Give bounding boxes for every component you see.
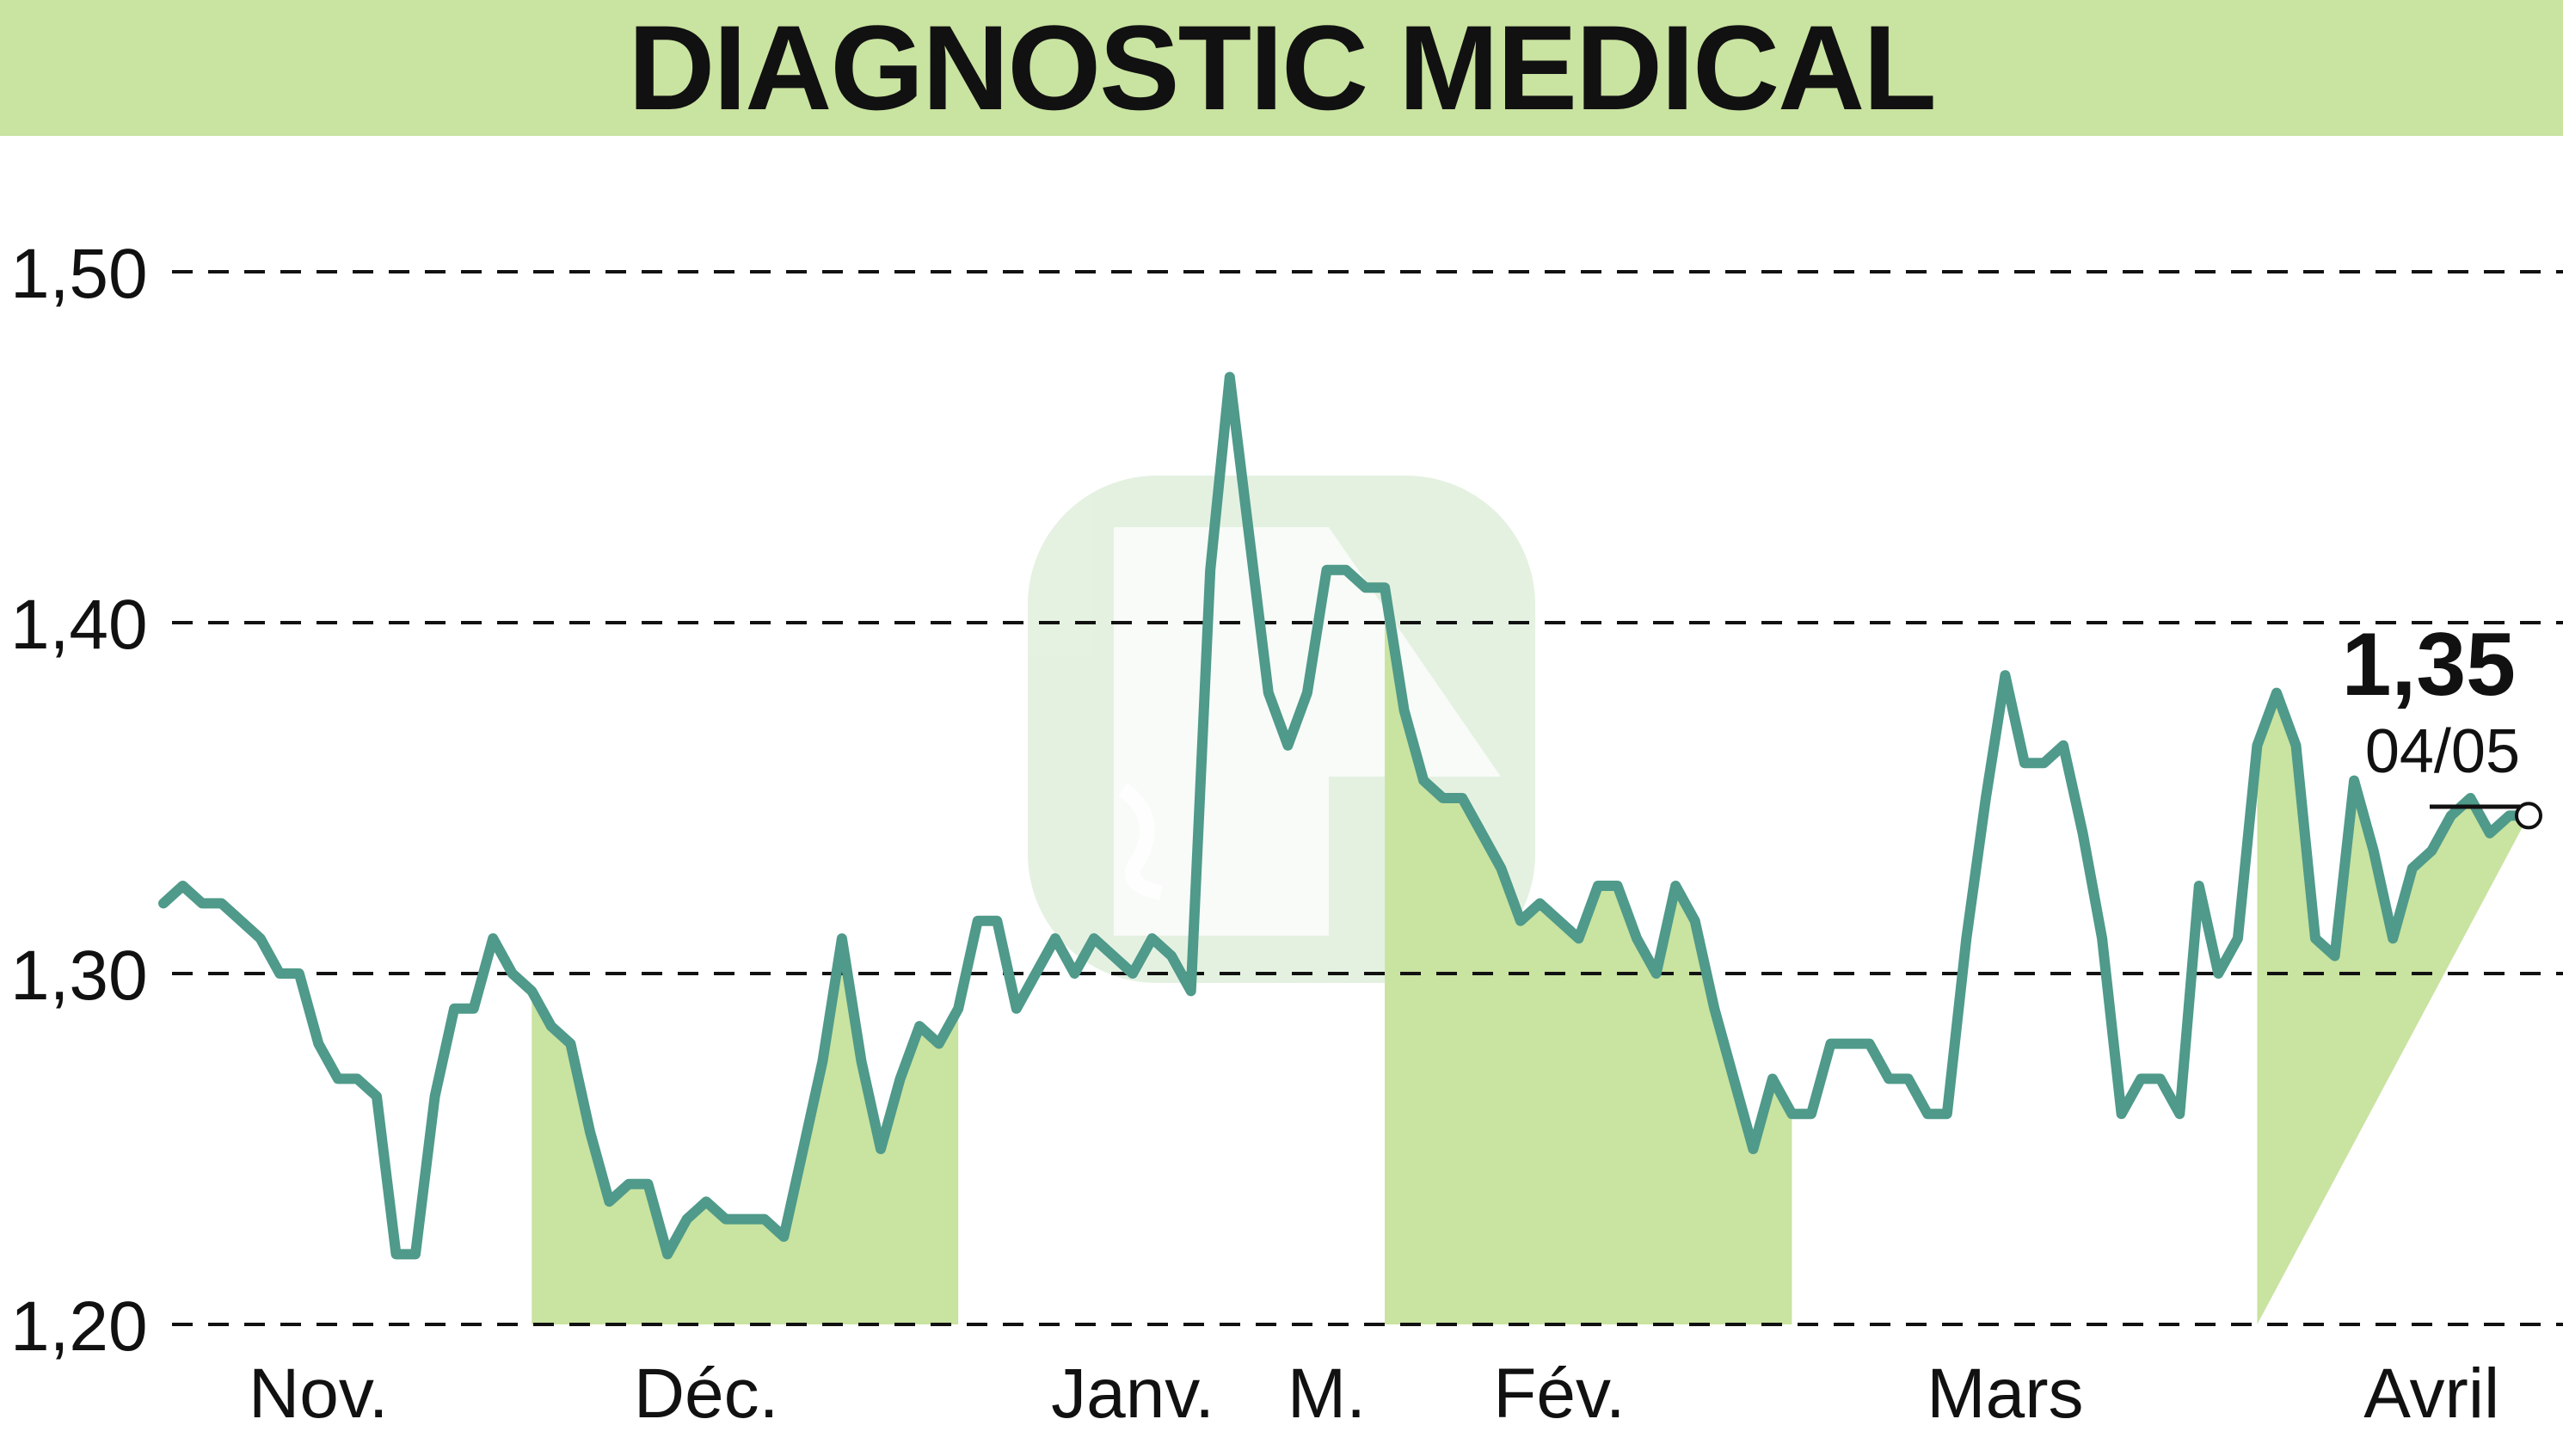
shaded-periods: [532, 587, 2529, 1324]
y-tick-label: 1,30: [10, 937, 148, 1015]
x-tick-label: Mars: [1927, 1355, 2083, 1433]
stock-chart: 1,50 1,40 1,30 1,20 Nov. Déc. Janv. M. Fév. Mars…: [10, 235, 2563, 1433]
title-bar: [0, 0, 2563, 136]
x-tick-label: Nov.: [249, 1355, 389, 1433]
last-value-marker: 1,35 04/05: [2342, 615, 2542, 830]
x-tick-label: Déc.: [634, 1355, 779, 1433]
shaded-period-1: [1385, 587, 1792, 1324]
x-tick-label: M.: [1288, 1355, 1366, 1433]
series-line: [158, 372, 2534, 1260]
last-date-label: 04/05: [2365, 717, 2520, 786]
shaded-period-0: [532, 938, 959, 1324]
x-tick-label: Avril: [2363, 1355, 2499, 1433]
x-tick-label: Fév.: [1493, 1355, 1625, 1433]
y-axis-ticks: 1,50 1,40 1,30 1,20: [10, 235, 148, 1366]
last-value-label: 1,35: [2342, 615, 2516, 715]
y-tick-label: 1,20: [10, 1287, 148, 1366]
y-tick-label: 1,40: [10, 586, 148, 664]
x-axis-ticks: Nov. Déc. Janv. M. Fév. Mars Avril: [249, 1355, 2499, 1433]
chart-title: DIAGNOSTIC MEDICAL: [628, 0, 1937, 135]
x-tick-label: Janv.: [1051, 1355, 1214, 1433]
shaded-period-2: [2257, 692, 2529, 1324]
y-tick-label: 1,50: [10, 235, 148, 313]
gridlines: [172, 270, 2563, 1326]
price-series: [158, 372, 2534, 1260]
last-point-circle: [2515, 802, 2542, 830]
